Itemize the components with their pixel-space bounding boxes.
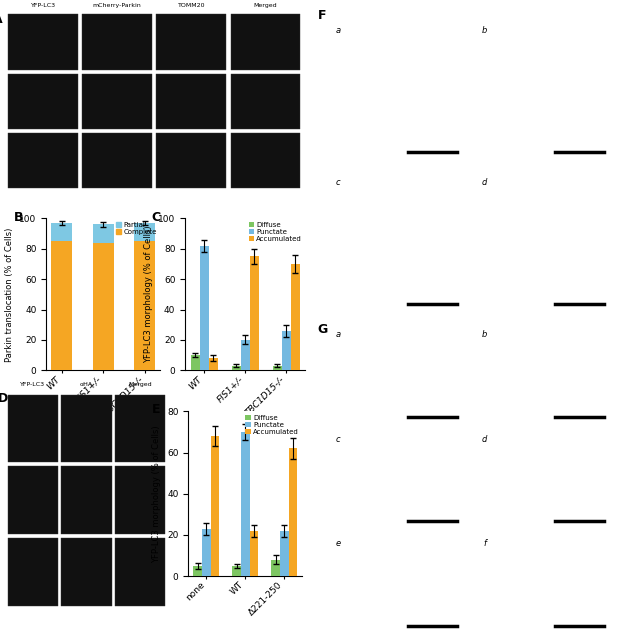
Bar: [8, 538, 58, 606]
Text: Merged: Merged: [254, 3, 277, 8]
Bar: [209, 358, 218, 370]
Bar: [83, 132, 152, 188]
Legend: Partial, Complete: Partial, Complete: [116, 222, 157, 235]
Bar: [231, 15, 300, 70]
Circle shape: [472, 17, 497, 43]
Circle shape: [325, 169, 350, 195]
Text: YFP-LC3: YFP-LC3: [31, 3, 56, 8]
Bar: [115, 538, 165, 606]
Bar: [51, 241, 72, 370]
Text: G: G: [318, 323, 328, 336]
Text: HA-TBC1D15 (WT): HA-TBC1D15 (WT): [0, 475, 1, 525]
Circle shape: [472, 535, 497, 553]
Bar: [8, 394, 58, 462]
Text: B: B: [14, 211, 24, 224]
Circle shape: [325, 535, 350, 553]
Text: a: a: [336, 25, 341, 35]
Text: YFP-LC3: YFP-LC3: [20, 382, 46, 387]
Bar: [51, 223, 72, 241]
Text: e: e: [336, 539, 341, 548]
Bar: [93, 225, 114, 242]
Bar: [193, 566, 202, 576]
Y-axis label: YFP-LC3 morphology (% of Cells): YFP-LC3 morphology (% of Cells): [144, 225, 152, 363]
Circle shape: [325, 430, 350, 448]
Bar: [191, 355, 200, 370]
Text: Merged: Merged: [128, 382, 152, 387]
Text: c: c: [336, 434, 340, 444]
Text: f: f: [483, 539, 486, 548]
Text: HA-TBC1D15 (Δ221-250): HA-TBC1D15 (Δ221-250): [0, 538, 1, 605]
Bar: [157, 132, 226, 188]
Text: a: a: [336, 330, 341, 339]
Bar: [135, 223, 155, 241]
Circle shape: [472, 169, 497, 195]
Bar: [61, 467, 112, 534]
Bar: [93, 242, 114, 370]
Text: c: c: [336, 177, 340, 187]
Bar: [135, 241, 155, 370]
Bar: [250, 256, 259, 370]
Bar: [9, 73, 78, 129]
Text: C: C: [151, 211, 160, 224]
Text: TOMM20: TOMM20: [178, 3, 205, 8]
Text: b: b: [482, 330, 487, 339]
Bar: [289, 448, 297, 576]
Text: A: A: [0, 13, 2, 26]
Bar: [273, 366, 282, 370]
Bar: [241, 340, 250, 370]
Circle shape: [325, 17, 350, 43]
Bar: [9, 132, 78, 188]
Bar: [9, 15, 78, 70]
Text: E: E: [152, 403, 160, 417]
Bar: [282, 331, 291, 370]
Bar: [8, 467, 58, 534]
Bar: [280, 530, 289, 576]
Bar: [115, 467, 165, 534]
Text: F: F: [318, 9, 326, 23]
Bar: [291, 264, 300, 370]
Bar: [157, 15, 226, 70]
Bar: [202, 529, 210, 576]
Circle shape: [472, 430, 497, 448]
Text: αHA: αHA: [80, 382, 93, 387]
Text: none: none: [0, 422, 1, 436]
Text: d: d: [482, 434, 487, 444]
Text: b: b: [482, 25, 487, 35]
Bar: [115, 394, 165, 462]
Circle shape: [325, 326, 350, 344]
Circle shape: [472, 326, 497, 344]
Bar: [83, 15, 152, 70]
Bar: [83, 73, 152, 129]
Bar: [231, 73, 300, 129]
Text: D: D: [0, 392, 9, 406]
Bar: [231, 132, 300, 188]
Bar: [241, 432, 249, 576]
Bar: [271, 560, 280, 576]
Bar: [249, 530, 258, 576]
Legend: Diffuse, Punctate, Accumulated: Diffuse, Punctate, Accumulated: [249, 222, 302, 242]
Bar: [210, 436, 219, 576]
Text: d: d: [482, 177, 487, 187]
Bar: [61, 538, 112, 606]
Y-axis label: Parkin translocation (% of Cells): Parkin translocation (% of Cells): [5, 227, 14, 361]
Bar: [200, 246, 209, 370]
Legend: Diffuse, Punctate, Accumulated: Diffuse, Punctate, Accumulated: [246, 415, 299, 435]
Bar: [61, 394, 112, 462]
Y-axis label: YFP-LC3 morphology (% of Cells): YFP-LC3 morphology (% of Cells): [152, 425, 162, 563]
Bar: [232, 366, 241, 370]
Bar: [157, 73, 226, 129]
Text: mCherry-Parkin: mCherry-Parkin: [93, 3, 142, 8]
Bar: [233, 566, 241, 576]
